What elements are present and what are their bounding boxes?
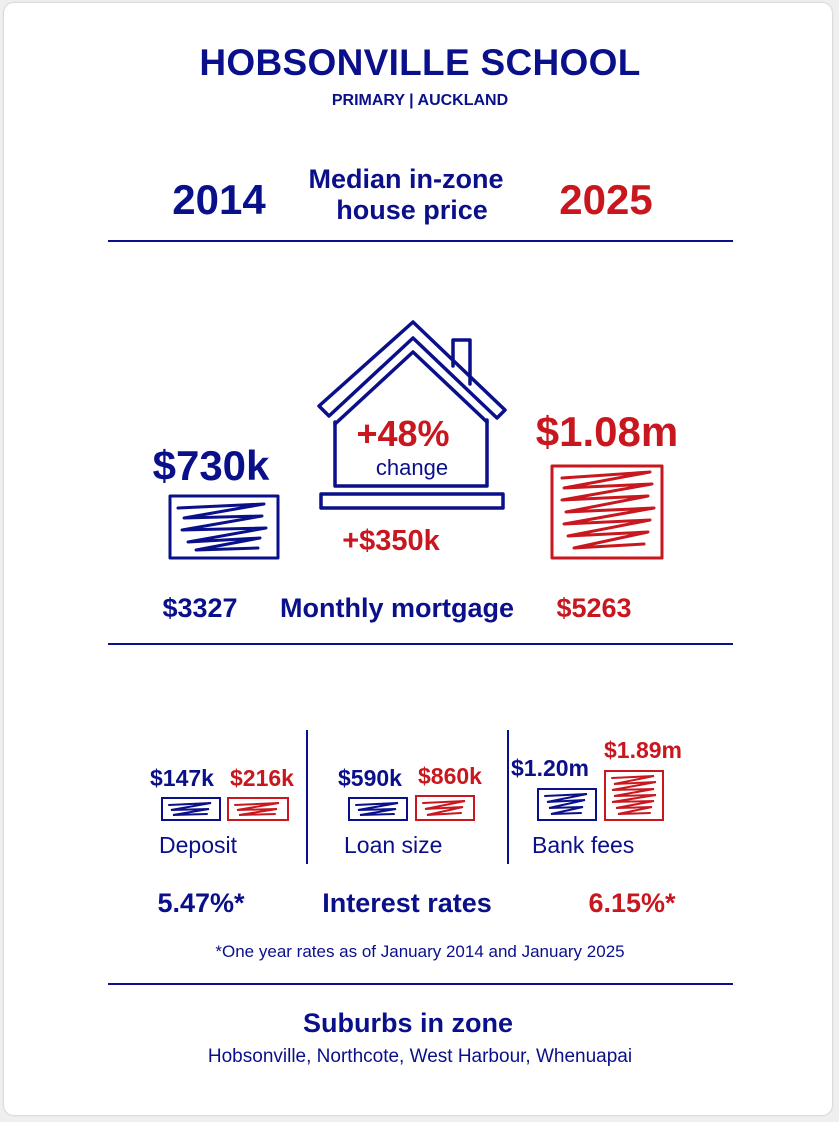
price-start: $730k [152, 442, 270, 489]
house-outline-icon [317, 320, 507, 510]
loan-label: Loan size [344, 832, 443, 858]
mortgage-start: $3327 [162, 593, 238, 623]
interest-end: 6.15%* [588, 888, 676, 918]
scribble-box-icon [537, 788, 597, 821]
fees-end: $1.89m [604, 737, 683, 763]
scribble-box-icon [415, 795, 475, 821]
page-subtitle: PRIMARY | AUCKLAND [331, 92, 509, 109]
median-heading-line2: house price [336, 195, 488, 225]
scribble-box-icon [161, 797, 221, 821]
scribble-box-icon [168, 494, 280, 560]
change-amount: +$350k [342, 525, 440, 557]
scribble-box-icon [550, 464, 664, 560]
loan-end: $860k [418, 763, 482, 789]
suburbs-heading: Suburbs in zone [302, 1008, 514, 1038]
change-percent: +48% [356, 413, 450, 454]
mortgage-end: $5263 [556, 593, 632, 623]
interest-start: 5.47%* [157, 888, 245, 918]
change-label: change [375, 455, 449, 480]
infographic-card [4, 3, 832, 1115]
column-divider [507, 730, 509, 864]
year-start: 2014 [172, 176, 266, 223]
column-divider [306, 730, 308, 864]
deposit-label: Deposit [159, 832, 237, 858]
price-end: $1.08m [535, 408, 679, 455]
interest-label: Interest rates [322, 888, 492, 918]
scribble-box-icon [227, 797, 289, 821]
deposit-start: $147k [150, 765, 214, 791]
interest-footnote: *One year rates as of January 2014 and J… [215, 942, 625, 961]
scribble-box-icon [348, 797, 408, 821]
fees-label: Bank fees [532, 832, 635, 858]
median-heading-line1: Median in-zone [308, 164, 504, 194]
page-title: HOBSONVILLE SCHOOL [199, 42, 641, 83]
divider-2 [108, 643, 733, 645]
year-end: 2025 [559, 176, 653, 223]
fees-start: $1.20m [511, 755, 590, 781]
divider-3 [108, 983, 733, 985]
divider-1 [108, 240, 733, 242]
mortgage-label: Monthly mortgage [280, 593, 514, 623]
suburbs-list: Hobsonville, Northcote, West Harbour, Wh… [207, 1046, 633, 1067]
loan-start: $590k [338, 765, 402, 791]
scribble-box-icon [604, 770, 664, 821]
deposit-end: $216k [230, 765, 294, 791]
